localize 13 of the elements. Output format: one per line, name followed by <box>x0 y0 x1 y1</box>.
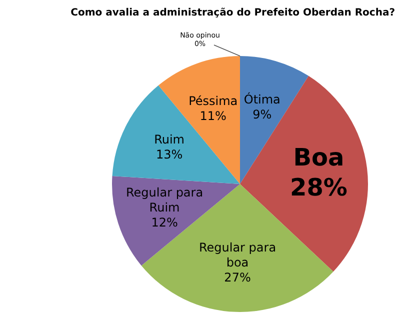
slice-label: Ruim <box>154 132 185 147</box>
data-label: 12% <box>151 216 178 230</box>
chart-title: Como avalia a administração do Prefeito Oberdan Rocha? <box>70 8 396 19</box>
data-label: 13% <box>156 148 183 162</box>
data-label: 9% <box>252 107 272 122</box>
slice-label: Regular para boa <box>198 240 276 270</box>
slice-label: Boa <box>293 143 344 172</box>
slice-label: Ótima <box>244 91 280 106</box>
data-label: 28% <box>290 173 348 202</box>
slice-label: Péssima <box>188 94 238 108</box>
data-label: 27% <box>224 270 251 284</box>
slice-label: Regular para Ruim <box>126 186 204 215</box>
data-label: 11% <box>200 108 226 123</box>
